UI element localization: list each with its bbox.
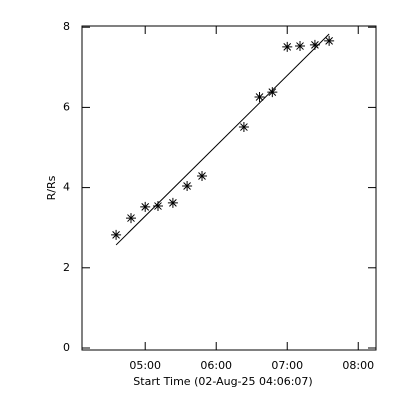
data-point bbox=[111, 229, 122, 240]
data-point bbox=[309, 39, 320, 50]
x-tick-label: 06:00 bbox=[200, 359, 232, 372]
data-point bbox=[182, 180, 193, 191]
y-tick-label: 6 bbox=[63, 100, 70, 113]
data-point bbox=[295, 41, 306, 52]
data-point bbox=[267, 87, 278, 98]
x-tick-label: 08:00 bbox=[342, 359, 374, 372]
y-tick-label: 2 bbox=[63, 261, 70, 274]
data-point bbox=[238, 122, 249, 133]
data-point bbox=[282, 41, 293, 52]
x-tick-label: 05:00 bbox=[129, 359, 161, 372]
fit-line bbox=[115, 33, 330, 246]
y-tick-label: 4 bbox=[63, 181, 70, 194]
x-tick-label: 07:00 bbox=[271, 359, 303, 372]
data-point bbox=[152, 201, 163, 212]
data-point bbox=[167, 197, 178, 208]
data-point bbox=[140, 201, 151, 212]
y-tick-label: 8 bbox=[63, 20, 70, 33]
x-axis-label: Start Time (02-Aug-25 04:06:07) bbox=[133, 375, 312, 388]
data-point bbox=[324, 35, 335, 46]
data-point bbox=[126, 213, 136, 224]
y-tick-label: 0 bbox=[63, 341, 70, 354]
y-axis-label: R/Rs bbox=[45, 175, 58, 200]
data-point bbox=[254, 91, 265, 102]
plot-frame bbox=[81, 25, 377, 351]
data-point bbox=[197, 170, 208, 181]
